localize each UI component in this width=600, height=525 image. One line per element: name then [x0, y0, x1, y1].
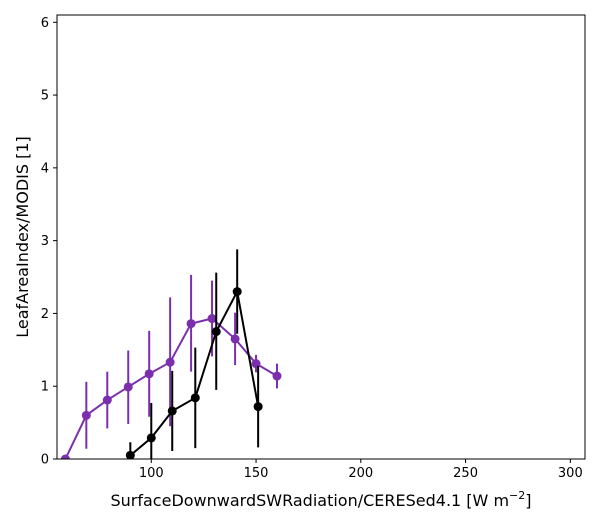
data-point [211, 327, 221, 337]
data-point [232, 287, 242, 297]
series-2 [125, 249, 263, 459]
x-tick-label: 200 [348, 466, 373, 481]
x-axis-label-text: SurfaceDownwardSWRadiation/CERESed4.1 [W… [110, 491, 509, 510]
chart-marks [60, 249, 282, 459]
x-tick-label: 300 [558, 466, 583, 481]
data-point [144, 369, 154, 379]
x-tick-label: 100 [139, 466, 164, 481]
plot-frame [56, 14, 586, 460]
x-axis-label: SurfaceDownwardSWRadiation/CERESed4.1 [W… [110, 489, 531, 510]
chart-ticks: 100 150 200 250 300 0 1 2 3 4 5 6 [41, 16, 583, 481]
y-tick-label: 4 [41, 161, 49, 176]
series-1 [60, 274, 282, 459]
y-tick-label: 1 [41, 380, 49, 395]
data-point [167, 406, 177, 416]
data-point [272, 371, 282, 381]
data-point [207, 314, 217, 324]
data-point [146, 433, 156, 443]
data-point [81, 410, 91, 420]
data-point [186, 319, 196, 329]
y-axis-label: LeafAreaIndex/MODIS [1] [13, 136, 32, 338]
data-point [251, 359, 261, 369]
x-axis-label-superscript: −2 [509, 489, 525, 502]
data-point [125, 450, 135, 459]
x-axis-label-end: ] [525, 491, 531, 510]
data-point [123, 382, 133, 392]
y-tick-label: 3 [41, 234, 49, 249]
data-point [60, 454, 70, 459]
y-tick-label: 2 [41, 307, 49, 322]
x-tick-label: 250 [453, 466, 478, 481]
y-tick-label: 6 [41, 16, 49, 31]
plot-area [60, 249, 282, 459]
data-point [230, 334, 240, 344]
data-point [190, 393, 200, 403]
data-point [165, 357, 175, 367]
y-tick-label: 0 [41, 453, 49, 468]
data-point [253, 402, 263, 412]
x-tick-label: 150 [244, 466, 269, 481]
data-point [102, 395, 112, 405]
y-tick-label: 5 [41, 89, 49, 104]
